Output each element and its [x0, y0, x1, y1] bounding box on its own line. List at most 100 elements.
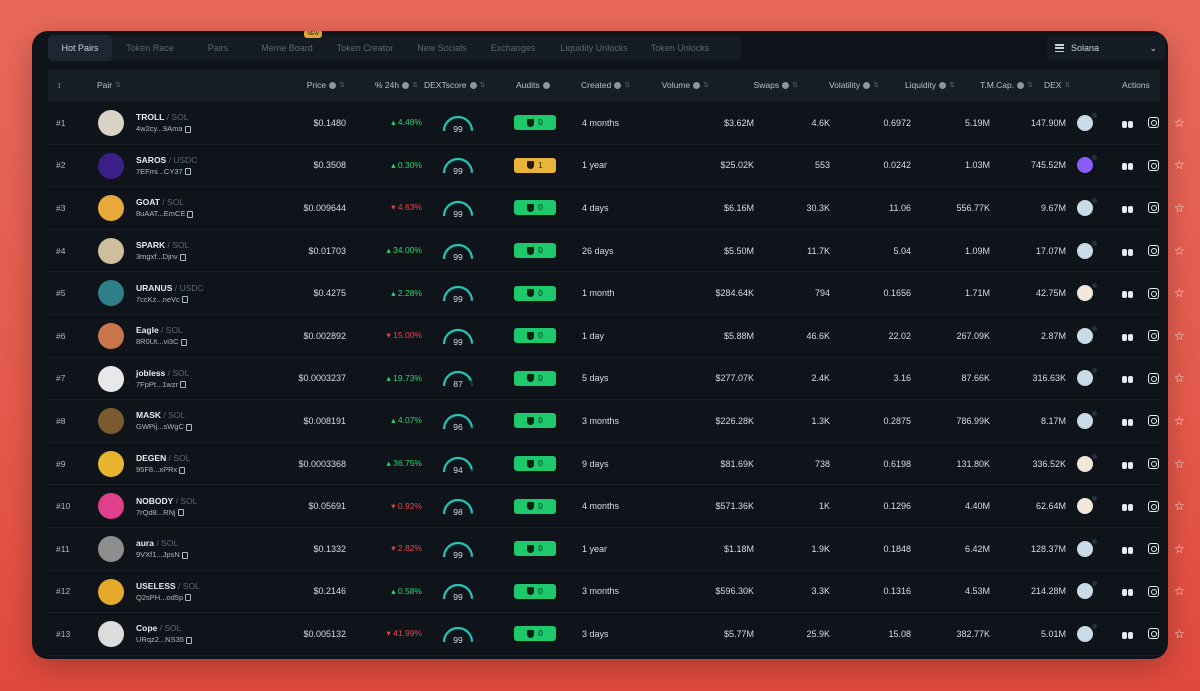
- tab-exchanges[interactable]: Exchanges: [480, 35, 546, 61]
- snapshot-button[interactable]: [1148, 443, 1159, 485]
- audit-badge[interactable]: 0: [514, 626, 556, 642]
- table-row[interactable]: #8 MASK / SOL GWPij...sWgC $0.008191 ▴ 4.07%…: [48, 400, 1185, 443]
- favorite-button[interactable]: ☆: [1174, 102, 1185, 144]
- favorite-button[interactable]: ☆: [1174, 571, 1185, 613]
- header-mcap[interactable]: T.M.Cap. ⇅: [980, 69, 1033, 101]
- table-row[interactable]: #12 USELESS / SOL Q2sPH...od5p $0.2146 ▴ 0.5…: [48, 571, 1185, 614]
- favorite-button[interactable]: ☆: [1174, 315, 1185, 357]
- copy-icon[interactable]: [184, 168, 191, 176]
- table-row[interactable]: #11 aura / SOL 9VXf1...JpsN $0.1332 ▾ 2.82% 9…: [48, 528, 1185, 571]
- tab-token-creator[interactable]: Token Creator: [326, 35, 404, 61]
- copy-icon[interactable]: [184, 125, 191, 133]
- pair-cell[interactable]: SPARK / SOL 3mgxf...Djnv: [136, 230, 189, 272]
- snapshot-button[interactable]: [1148, 145, 1159, 187]
- tab-new-socials[interactable]: New Socials: [404, 35, 480, 61]
- pair-cell[interactable]: GOAT / SOL 8uAAT...EmCE: [136, 187, 194, 229]
- binoculars-button[interactable]: [1122, 315, 1133, 357]
- favorite-button[interactable]: ☆: [1174, 358, 1185, 400]
- dex-logo-icon[interactable]: [1077, 197, 1097, 216]
- dex-logo-icon[interactable]: [1077, 112, 1097, 131]
- header-audits[interactable]: Audits: [516, 69, 550, 101]
- copy-icon[interactable]: [181, 296, 188, 304]
- favorite-button[interactable]: ☆: [1174, 485, 1185, 527]
- info-icon[interactable]: [863, 81, 871, 89]
- binoculars-button[interactable]: [1122, 528, 1133, 570]
- table-row[interactable]: #13 Cope / SOL URqz2...NS35 $0.005132 ▾ 41.9…: [48, 613, 1185, 656]
- table-row[interactable]: #2 SAROS / USDC 7EFmi...CY37 $0.3508 ▴ 0.30%…: [48, 145, 1185, 188]
- binoculars-button[interactable]: [1122, 187, 1133, 229]
- header-created[interactable]: Created ⇅: [581, 69, 630, 101]
- sort-icon[interactable]: ⇅: [792, 82, 798, 89]
- binoculars-button[interactable]: [1122, 443, 1133, 485]
- copy-icon[interactable]: [181, 551, 188, 559]
- pair-cell[interactable]: TROLL / SOL 4w2cy...9Ama: [136, 102, 191, 144]
- favorite-button[interactable]: ☆: [1174, 443, 1185, 485]
- table-row[interactable]: #10 NOBODY / SOL 7rQd8...RNj $0.05691 ▾ 0.92…: [48, 485, 1185, 528]
- copy-icon[interactable]: [185, 637, 192, 644]
- audit-badge[interactable]: 0: [514, 328, 556, 344]
- tab-hot-pairs[interactable]: Hot Pairs: [48, 35, 112, 61]
- copy-icon[interactable]: [179, 253, 186, 261]
- binoculars-button[interactable]: [1122, 272, 1133, 314]
- info-icon[interactable]: [542, 81, 550, 89]
- header-dextscore[interactable]: DEXTscore ⇅: [424, 69, 485, 101]
- sort-icon[interactable]: ⇅: [624, 82, 631, 89]
- favorite-button[interactable]: ☆: [1174, 613, 1185, 655]
- favorite-button[interactable]: ☆: [1174, 528, 1185, 570]
- header-swaps[interactable]: Swaps ⇅: [754, 69, 798, 101]
- table-row[interactable]: #6 Eagle / SOL 8R0Ut...vi3C $0.002892 ▾ 15.0…: [48, 315, 1185, 358]
- binoculars-button[interactable]: [1122, 145, 1133, 187]
- binoculars-button[interactable]: [1122, 102, 1133, 144]
- info-icon[interactable]: [939, 81, 947, 89]
- snapshot-button[interactable]: [1148, 400, 1159, 442]
- copy-icon[interactable]: [185, 594, 192, 602]
- snapshot-button[interactable]: [1148, 102, 1159, 144]
- pair-cell[interactable]: jobless / SOL 7FpPt...1wzr: [136, 358, 189, 400]
- dex-logo-icon[interactable]: [1077, 325, 1097, 344]
- favorite-button[interactable]: ☆: [1174, 272, 1185, 314]
- audit-badge[interactable]: 0: [514, 115, 556, 131]
- binoculars-button[interactable]: [1122, 571, 1133, 613]
- header-volume[interactable]: Volume ⇅: [662, 69, 709, 101]
- sort-icon[interactable]: ⇅: [339, 82, 345, 89]
- dex-logo-icon[interactable]: [1077, 283, 1097, 302]
- snapshot-button[interactable]: [1148, 230, 1159, 272]
- audit-badge[interactable]: 0: [514, 541, 556, 557]
- binoculars-button[interactable]: [1122, 230, 1133, 272]
- sort-icon[interactable]: ⇅: [479, 82, 486, 89]
- dex-logo-icon[interactable]: [1077, 410, 1097, 429]
- info-icon[interactable]: [402, 81, 410, 89]
- header-liquidity[interactable]: Liquidity ⇅: [905, 69, 955, 101]
- dex-logo-icon[interactable]: [1077, 155, 1097, 174]
- tab-token-race[interactable]: Token Race: [112, 35, 188, 61]
- info-icon[interactable]: [469, 81, 477, 89]
- binoculars-button[interactable]: [1122, 358, 1133, 400]
- snapshot-button[interactable]: [1148, 613, 1159, 655]
- table-row[interactable]: #3 GOAT / SOL 8uAAT...EmCE $0.009644 ▾ 4.63%…: [48, 187, 1185, 230]
- pair-cell[interactable]: Cope / SOL URqz2...NS35: [136, 613, 192, 655]
- info-icon[interactable]: [782, 81, 790, 89]
- dex-logo-icon[interactable]: [1077, 623, 1097, 642]
- info-icon[interactable]: [329, 81, 337, 89]
- pair-cell[interactable]: USELESS / SOL Q2sPH...od5p: [136, 571, 200, 613]
- sort-icon[interactable]: ⇅: [1064, 82, 1071, 89]
- snapshot-button[interactable]: [1148, 571, 1159, 613]
- audit-badge[interactable]: 0: [514, 285, 556, 301]
- snapshot-button[interactable]: [1148, 528, 1159, 570]
- header-actions[interactable]: Actions: [1122, 69, 1150, 101]
- tab-token-unlocks[interactable]: Token Unlocks: [642, 35, 718, 61]
- tab-liquidity-unlocks[interactable]: Liquidity Unlocks: [546, 35, 642, 61]
- pair-cell[interactable]: Eagle / SOL 8R0Ut...vi3C: [136, 315, 187, 357]
- audit-badge[interactable]: 0: [514, 498, 556, 514]
- snapshot-button[interactable]: [1148, 187, 1159, 229]
- header-rank[interactable]: ↕: [57, 69, 61, 101]
- sort-icon[interactable]: ⇅: [873, 82, 879, 89]
- table-row[interactable]: #9 DEGEN / SOL 95F8...xPRx $0.0003368 ▴ 36.7…: [48, 443, 1185, 486]
- pair-cell[interactable]: DEGEN / SOL 95F8...xPRx: [136, 443, 190, 485]
- audit-badge[interactable]: 0: [514, 370, 556, 386]
- sort-icon[interactable]: ⇅: [949, 82, 955, 89]
- copy-icon[interactable]: [180, 338, 187, 346]
- sort-icon[interactable]: ⇅: [1027, 82, 1033, 89]
- audit-badge[interactable]: 0: [514, 583, 556, 599]
- audit-badge[interactable]: 0: [514, 243, 556, 259]
